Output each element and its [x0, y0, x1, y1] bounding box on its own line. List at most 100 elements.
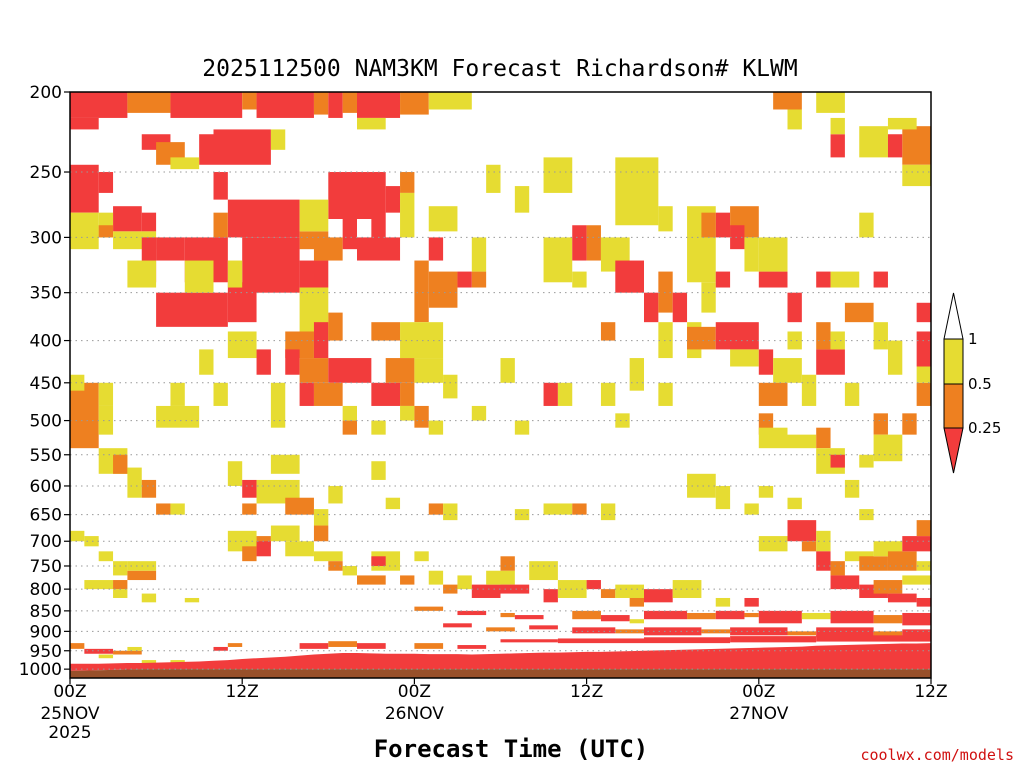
heat-cell [328, 641, 357, 647]
heat-cell [744, 503, 759, 515]
heat-cell [557, 638, 644, 644]
heat-cell [428, 503, 444, 515]
heat-cell [859, 126, 888, 158]
heat-cell [414, 551, 429, 562]
heat-cell [557, 580, 587, 598]
heat-cell [902, 413, 917, 435]
heat-cell [428, 271, 458, 308]
heat-cell [859, 556, 888, 571]
heat-cell [916, 366, 931, 383]
heat-cell [400, 172, 415, 193]
heat-cell [758, 536, 788, 552]
heat-cell [773, 358, 802, 383]
x-tick-date: 26NOV [385, 704, 444, 724]
heat-cell [830, 134, 845, 158]
heat-cell [270, 129, 286, 150]
heat-cell [357, 92, 401, 118]
y-tick-label: 500 [30, 412, 62, 432]
heat-cell [357, 643, 386, 649]
heat-cell [342, 420, 357, 435]
heat-cell [887, 117, 917, 130]
y-tick-label: 850 [30, 602, 62, 622]
heat-cell [887, 134, 903, 158]
heat-cell [887, 340, 903, 375]
heat-cell [328, 358, 372, 383]
heat-cell [127, 467, 142, 498]
heat-cell [127, 570, 157, 581]
heat-cell [414, 643, 444, 649]
heat-cell [529, 561, 558, 581]
heat-cell [256, 541, 271, 557]
heat-cell [586, 580, 601, 590]
heat-cell [242, 479, 257, 498]
heat-cell [916, 302, 931, 323]
y-tick-label: 950 [30, 642, 62, 662]
heat-cell [902, 612, 931, 626]
heat-cell [816, 271, 831, 288]
heat-cell [758, 427, 788, 449]
heat-cell [873, 413, 888, 435]
heat-cell [342, 219, 357, 250]
heat-cell [342, 405, 357, 421]
heat-cell [830, 454, 845, 468]
heat-cell [500, 639, 558, 643]
heat-cell [313, 509, 329, 526]
heat-cell [98, 382, 114, 406]
heat-cell [816, 92, 845, 113]
heat-cell [514, 615, 544, 620]
heat-cell [543, 382, 558, 406]
heat-cell [787, 109, 802, 130]
heat-cell [313, 237, 343, 261]
heat-cell [615, 629, 644, 634]
heat-cell [400, 192, 415, 238]
heat-cell [902, 536, 931, 552]
heat-cell [816, 627, 874, 638]
heat-cell [242, 237, 300, 293]
heat-cell [887, 593, 917, 603]
heat-cell [600, 322, 616, 341]
heat-cell [98, 405, 114, 435]
heat-cell [199, 134, 214, 165]
heat-cell [285, 541, 314, 557]
colorbar-label: 0.25 [968, 419, 1001, 437]
heat-cell [887, 551, 917, 571]
chart-title: 2025112500 NAM3KM Forecast Richardson# K… [202, 56, 797, 82]
heat-cell [342, 565, 357, 576]
heat-cell [715, 597, 731, 607]
heat-cell [328, 92, 343, 118]
heat-cell [141, 593, 157, 603]
heat-cell [127, 646, 142, 651]
heat-cell [730, 636, 817, 643]
heat-cell [859, 212, 874, 238]
y-tick-label: 300 [30, 228, 62, 248]
heat-cell [70, 164, 99, 213]
y-tick-label: 800 [30, 580, 62, 600]
heat-cell [357, 237, 401, 261]
heat-cell [830, 561, 845, 576]
heat-cell [227, 331, 257, 359]
heat-cell [414, 405, 429, 428]
heat-cell [457, 575, 472, 590]
heat-cell [170, 660, 185, 664]
heat-cell [98, 225, 114, 238]
heat-cell [141, 212, 157, 232]
heat-cell [471, 271, 487, 288]
heat-cell [529, 625, 558, 630]
heat-cell [687, 326, 716, 350]
heat-cell [816, 635, 931, 642]
heat-cell [285, 349, 300, 375]
heat-cell [701, 282, 716, 313]
heat-cell [313, 525, 329, 542]
heat-cell [572, 503, 587, 515]
heat-cell [98, 654, 114, 659]
heat-cell [70, 117, 99, 130]
heat-cell [170, 503, 185, 515]
heat-cell [715, 322, 759, 350]
heat-cell [70, 530, 85, 542]
heat-cell [916, 331, 931, 367]
heat-cell [816, 427, 831, 449]
heat-cell [357, 575, 386, 585]
heat-cell [242, 503, 257, 515]
heat-cell [156, 292, 228, 327]
heat-cell [830, 117, 845, 135]
